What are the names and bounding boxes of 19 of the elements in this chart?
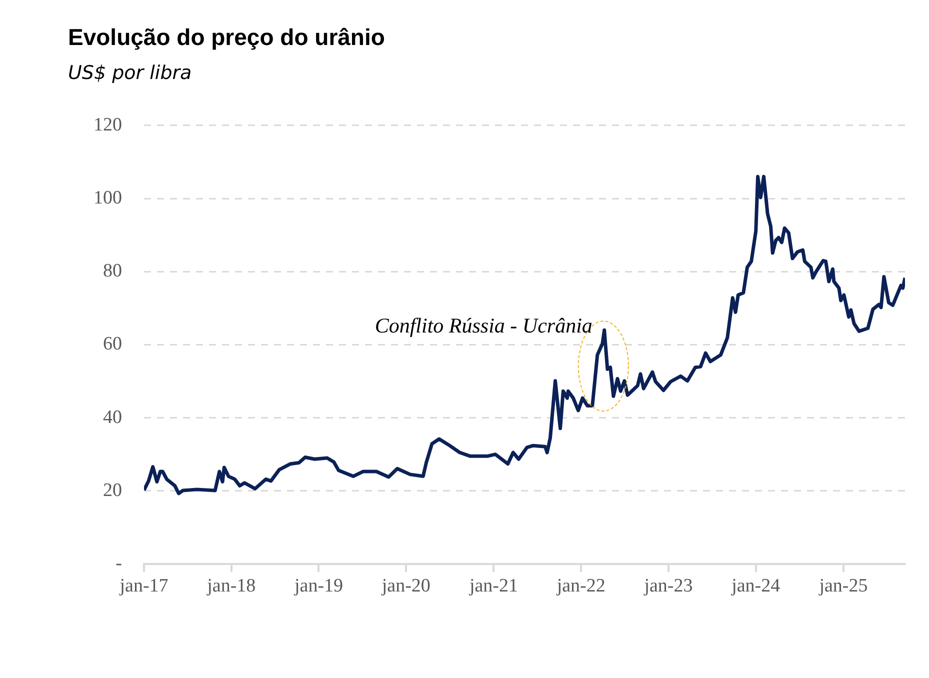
y-tick-label: 120: [94, 114, 122, 136]
x-tick-label: jan-23: [643, 575, 693, 596]
x-tick-label: jan-21: [468, 575, 518, 596]
y-tick-label: 40: [103, 406, 122, 428]
x-tick-label: jan-24: [730, 575, 781, 596]
x-tick-label: jan-17: [118, 575, 168, 596]
y-tick-label: 100: [94, 187, 122, 208]
y-tick-label: 80: [103, 260, 122, 282]
x-tick-label: jan-19: [293, 575, 344, 596]
y-tick-label: 60: [103, 334, 122, 355]
y-tick-label: -: [116, 552, 122, 574]
chart-title: Evolução do preço do urânio: [68, 24, 385, 51]
x-tick-label: jan-25: [818, 575, 868, 596]
x-tick-label: jan-22: [556, 575, 606, 596]
annotation: Conflito Rússia - Ucrânia: [374, 314, 592, 338]
x-tick-label: jan-20: [380, 575, 430, 596]
chart-subtitle: US$ por libra: [68, 62, 192, 84]
y-tick-label: 20: [103, 480, 122, 501]
x-tick-label: jan-18: [206, 575, 256, 596]
